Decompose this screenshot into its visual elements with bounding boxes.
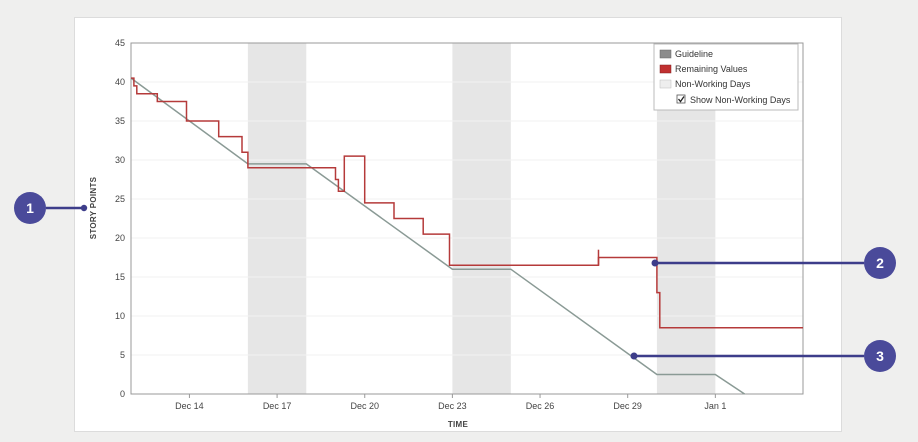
- marker-3-number: 3: [876, 348, 884, 364]
- show-non-working-label: Show Non-Working Days: [690, 95, 791, 105]
- y-tick-15: 15: [115, 272, 125, 282]
- show-non-working-checkbox[interactable]: [676, 94, 686, 104]
- marker-badge-3: [864, 340, 896, 372]
- x-tick-2: Dec 20: [350, 401, 379, 411]
- callout-2: 2: [651, 247, 896, 279]
- y-tick-30: 30: [115, 155, 125, 165]
- y-tick-40: 40: [115, 77, 125, 87]
- guideline-line: [130, 77, 746, 395]
- non-working-band-0: [247, 43, 307, 394]
- x-tick-4: Dec 26: [526, 401, 555, 411]
- y-tick-0: 0: [120, 389, 125, 399]
- marker-badge-2: [864, 247, 896, 279]
- y-tick-5: 5: [120, 350, 125, 360]
- series-layer: [130, 77, 803, 395]
- non-working-days-layer: [247, 43, 716, 394]
- x-tick-1: Dec 17: [263, 401, 292, 411]
- callout-1: 1: [14, 192, 88, 224]
- x-tick-5: Dec 29: [613, 401, 642, 411]
- x-tick-3: Dec 23: [438, 401, 467, 411]
- marker-badge-1: [14, 192, 46, 224]
- non-working-swatch: [659, 79, 672, 89]
- y-tick-25: 25: [115, 194, 125, 204]
- y-tick-45: 45: [115, 38, 125, 48]
- x-axis-title: TIME: [448, 420, 469, 429]
- legend: Guideline Remaining Values Non-Working D…: [653, 43, 799, 111]
- legend-guideline-label: Guideline: [675, 49, 713, 59]
- marker-2-number: 2: [876, 255, 884, 271]
- remaining-values-swatch: [659, 64, 672, 74]
- marker-1-number: 1: [26, 200, 34, 216]
- y-tick-labels: 0 5 10 15 20 25 30 35 40 45: [115, 38, 125, 399]
- legend-nonworking-label: Non-Working Days: [675, 79, 751, 89]
- y-tick-20: 20: [115, 233, 125, 243]
- x-tick-0: Dec 14: [175, 401, 204, 411]
- y-tick-35: 35: [115, 116, 125, 126]
- guideline-swatch: [659, 49, 672, 59]
- x-tick-labels: Dec 14 Dec 17 Dec 20 Dec 23 Dec 26 Dec 29 Jan …: [175, 394, 726, 411]
- x-tick-6: Jan 1: [704, 401, 726, 411]
- y-tick-10: 10: [115, 311, 125, 321]
- non-working-band-1: [452, 43, 511, 394]
- legend-remaining-label: Remaining Values: [675, 64, 748, 74]
- callout-3: 3: [630, 340, 896, 372]
- y-axis-title: STORY POINTS: [89, 176, 98, 239]
- plot-area: [130, 42, 804, 395]
